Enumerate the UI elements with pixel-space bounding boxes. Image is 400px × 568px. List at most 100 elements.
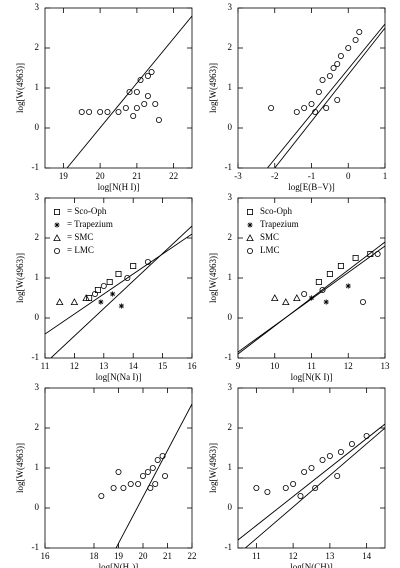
y-tick-label: 2 [228,422,233,432]
legend-marker [247,222,253,228]
legend-marker [54,247,61,254]
y-tick-label: 1 [228,462,233,472]
data-point [323,105,330,112]
data-point [55,298,64,305]
data-point [323,299,329,305]
data-point [97,109,104,116]
x-tick-label: 22 [169,171,178,181]
legend-label: = LMC [67,245,94,255]
data-point [326,73,333,80]
x-tick-label: -1 [308,171,316,181]
x-tick-label: 19 [114,551,124,561]
data-point [352,37,359,44]
x-tick-label: 14 [362,551,372,561]
data-point [297,492,304,499]
x-axis-label: log[N(H I)] [98,182,140,192]
x-tick-label: 20 [96,171,106,181]
data-point [115,109,122,116]
x-axis-label: log[N(CH)] [290,562,333,568]
data-point [334,472,341,479]
y-tick-label: 1 [35,462,40,472]
data-point [149,464,156,471]
data-point [326,270,333,277]
x-tick-label: 18 [90,551,100,561]
x-axis-label: log[E(B−V)] [288,182,335,192]
data-point [282,484,289,491]
y-tick-label: 2 [35,42,40,52]
data-point [130,262,137,269]
data-point [319,286,326,293]
data-point [110,291,116,297]
data-point [159,452,166,459]
data-point [268,105,275,112]
x-tick-label: 9 [236,361,241,371]
data-point [345,45,352,52]
legend-marker [54,208,61,215]
fit-line [45,233,192,335]
data-point [359,298,366,305]
data-point [319,456,326,463]
y-tick-label: 3 [228,2,233,12]
x-axis-label: log[N(Na I)] [96,372,142,382]
x-tick-label: 19 [59,171,69,181]
data-point [127,480,134,487]
y-axis-label: log[W(4963)] [15,253,25,303]
x-tick-label: 11 [252,551,261,561]
y-tick-label: 0 [35,312,40,322]
x-tick-label: 12 [289,551,298,561]
data-point [133,89,140,96]
y-tick-label: -1 [32,542,40,552]
y-tick-label: 2 [228,232,233,242]
data-point [162,472,169,479]
y-tick-label: 2 [35,232,40,242]
x-tick-label: 14 [129,361,139,371]
y-tick-label: 0 [228,502,233,512]
data-point [308,295,315,301]
legend-label: LMC [260,245,280,255]
x-tick-label: 16 [188,361,198,371]
x-tick-label: 1 [383,171,388,181]
x-tick-label: 15 [158,361,168,371]
legend-label: = SMC [67,232,93,242]
y-tick-label: 3 [35,192,40,202]
legend-marker [246,208,253,215]
y-axis-label: log[W(4963)] [208,63,218,113]
x-tick-label: 12 [344,361,353,371]
fit-line [267,23,385,168]
plot-frame [44,7,193,169]
data-point [293,109,300,116]
y-tick-label: -1 [225,162,233,172]
data-point [115,468,122,475]
legend-label: = Trapezium [67,219,113,229]
data-point [319,77,326,84]
data-point [133,105,140,112]
data-point [100,282,107,289]
data-point [118,303,125,309]
legend-marker [54,222,60,228]
fit-line [238,423,385,541]
data-point [120,484,127,491]
data-point [374,250,381,257]
x-tick-label: 16 [41,551,51,561]
data-point [94,286,101,293]
x-axis-label: log[N(H₂)] [99,562,139,568]
y-tick-label: 3 [228,382,233,392]
y-tick-label: 1 [228,272,233,282]
data-point [270,294,279,301]
y-tick-label: 1 [35,272,40,282]
y-tick-label: 1 [228,82,233,92]
data-point [334,61,341,68]
legend-label: Sco-Oph [260,206,292,216]
data-point [330,65,337,72]
y-tick-label: -1 [32,352,40,362]
data-point [78,109,85,116]
y-tick-label: 2 [35,422,40,432]
data-point [253,484,260,491]
x-tick-label: 20 [139,551,149,561]
y-tick-label: -1 [32,162,40,172]
x-tick-label: 11 [41,361,50,371]
x-tick-label: -2 [271,171,279,181]
data-point [126,89,133,96]
data-point [301,290,308,297]
data-point [326,452,333,459]
